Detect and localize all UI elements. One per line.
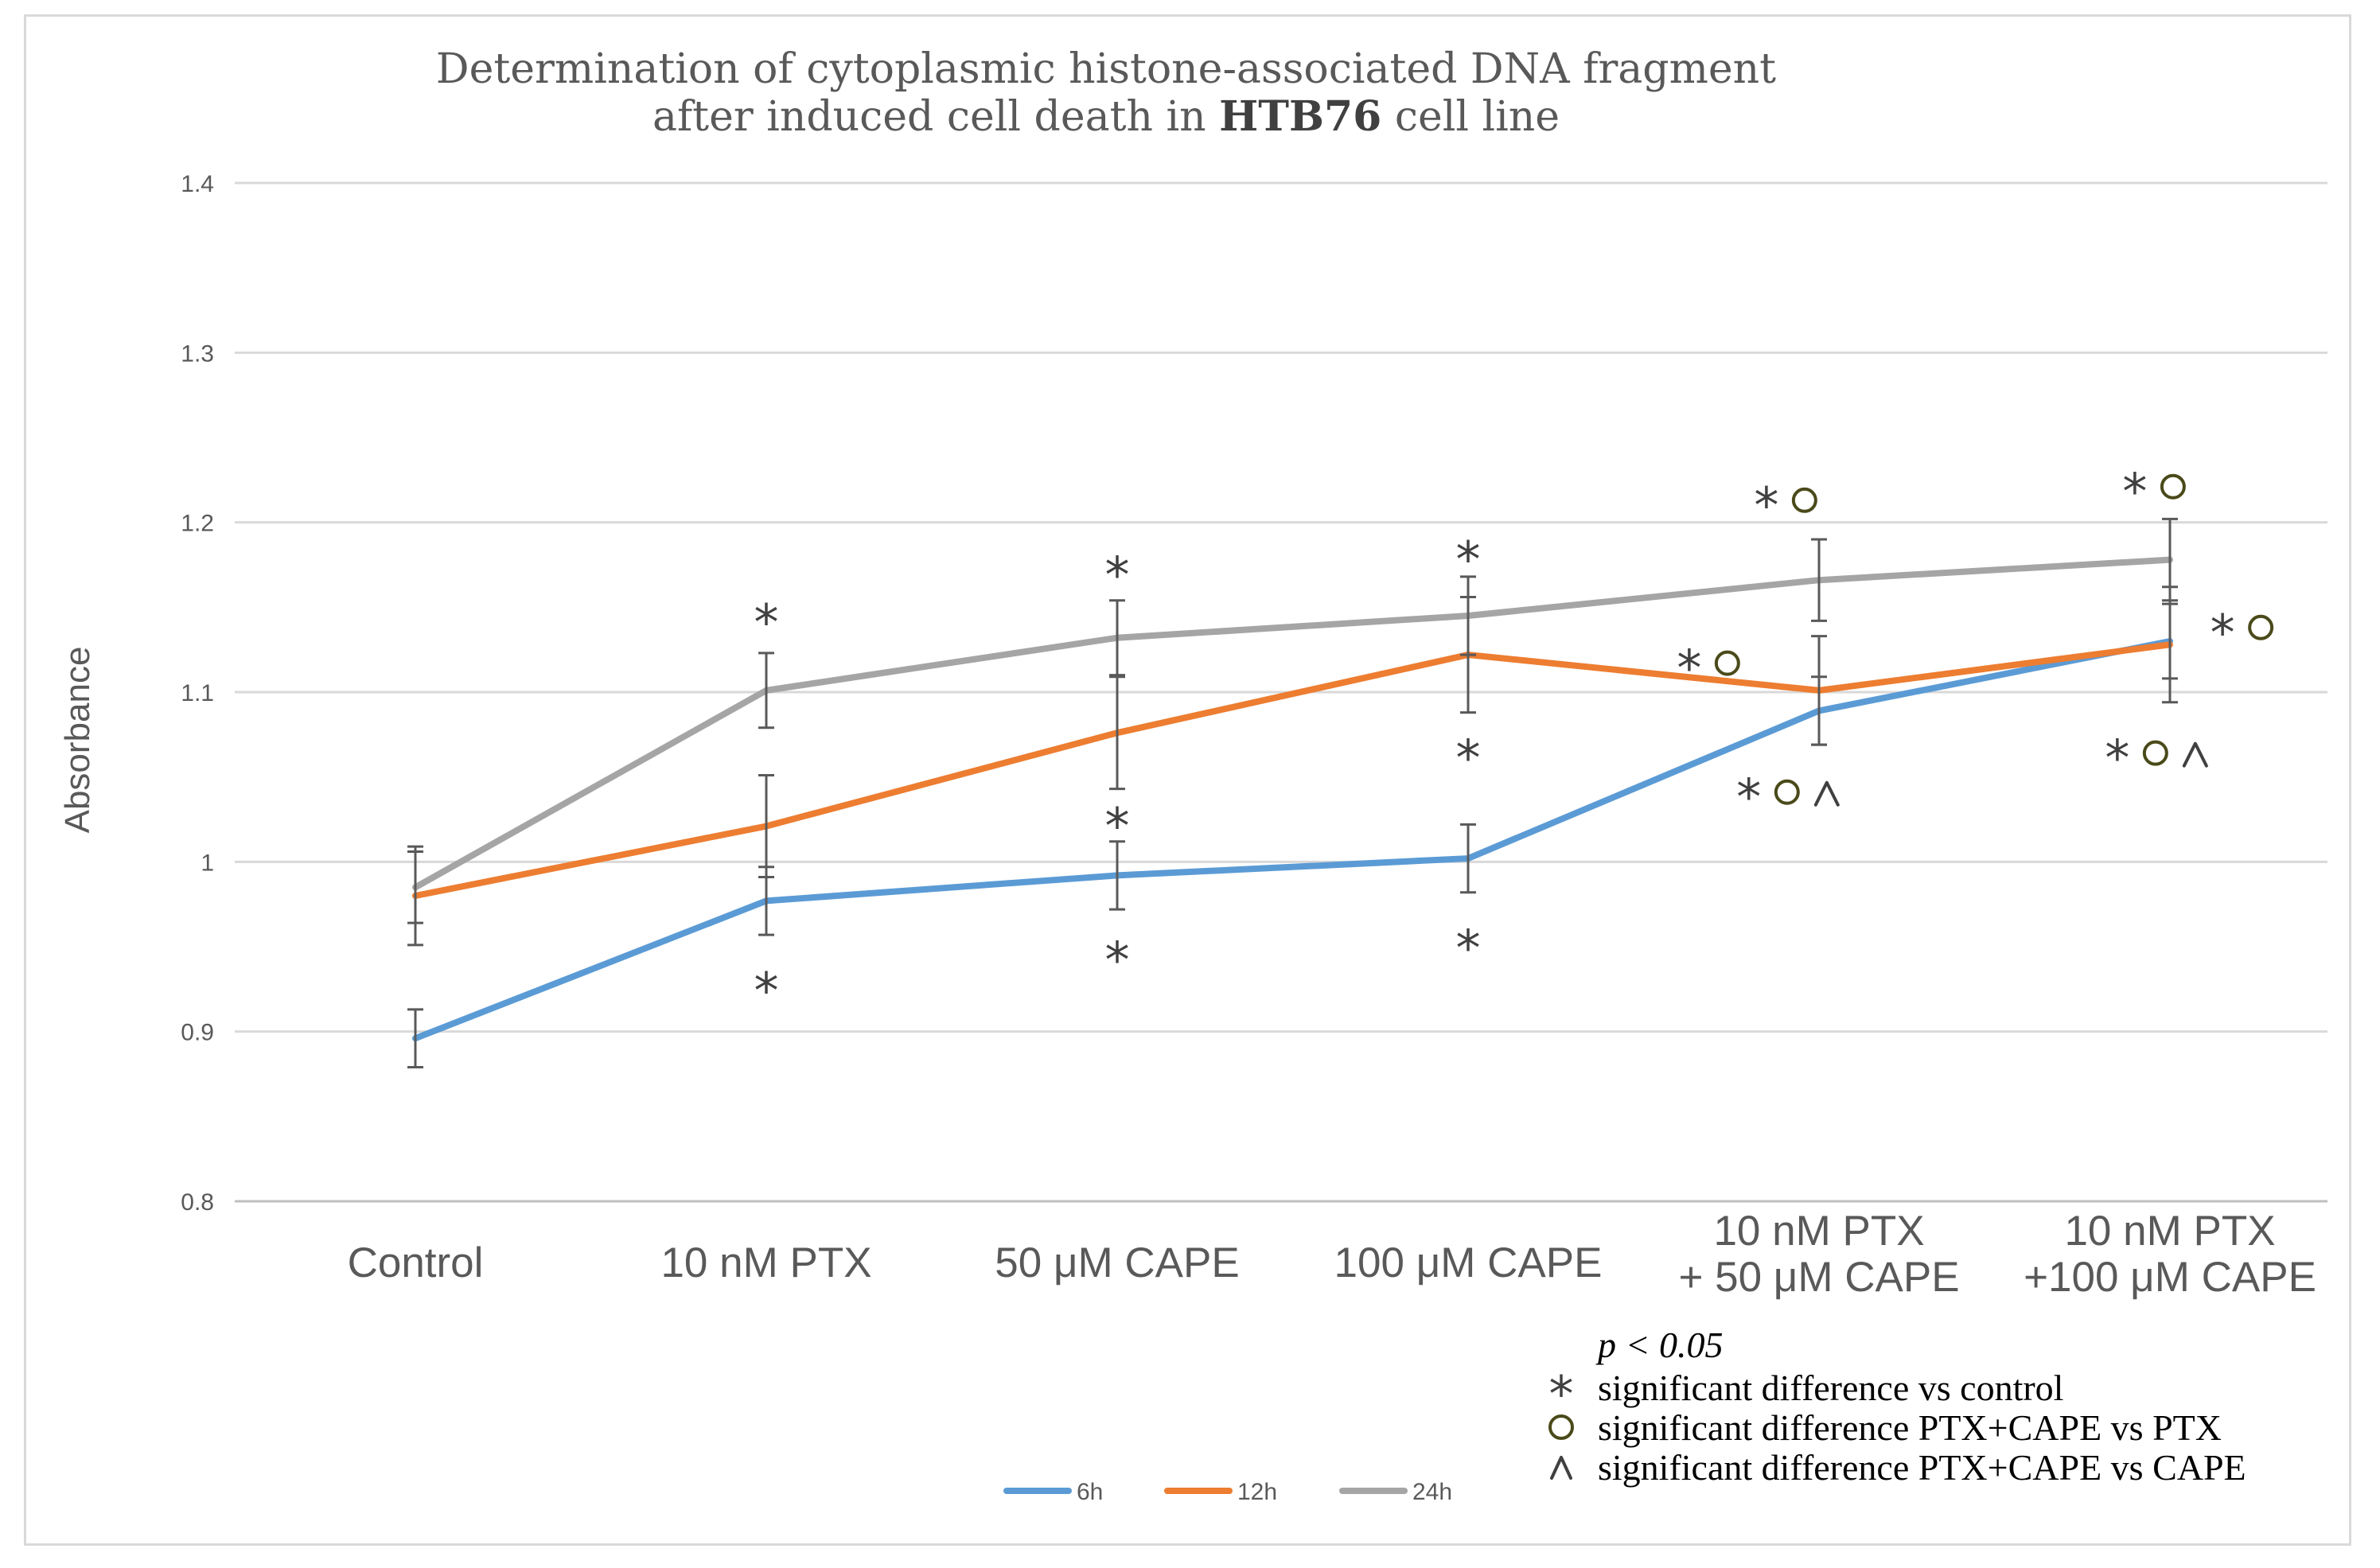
- significance-mark: *: [1456, 920, 1481, 978]
- y-axis-ticks: 0.8 0.9 1 1.1 1.2 1.3 1.4: [181, 171, 214, 1216]
- series-line-12h: [412, 641, 2173, 899]
- x-category-label: +100 μM CAPE: [2024, 1254, 2316, 1301]
- sig-star: *: [1105, 797, 1130, 855]
- sig-circle-icon: [1774, 779, 1800, 805]
- sig-star: *: [2211, 604, 2235, 662]
- sig-circle-icon: [2142, 740, 2168, 766]
- y-tick-label: 0.8: [181, 1189, 214, 1216]
- x-category-label: 10 nM PTX: [2064, 1208, 2275, 1255]
- sig-star: *: [1456, 920, 1481, 978]
- x-category-label: Control: [348, 1239, 484, 1286]
- significance-mark: *: [1105, 546, 1130, 604]
- significance-mark: *: [1754, 477, 1817, 535]
- series-line-6h: [412, 638, 2173, 1042]
- chart-title-line2: after induced cell death in HTB76 cell l…: [652, 92, 1560, 141]
- y-tick-label: 1.3: [181, 340, 214, 367]
- note-text: significant difference vs control: [1598, 1368, 2063, 1408]
- significance-notes: p < 0.05 * significant difference vs contr…: [1548, 1325, 2246, 1488]
- x-category-label: 100 μM CAPE: [1334, 1239, 1603, 1286]
- error-bars: [407, 517, 2178, 1068]
- note-star-icon: *: [1549, 1365, 1574, 1423]
- significance-mark: *: [1456, 531, 1481, 589]
- sig-caret-icon: [2182, 741, 2208, 768]
- y-tick-label: 1.4: [181, 171, 214, 197]
- significance-mark: *: [754, 962, 779, 1020]
- significance-mark: *: [2122, 463, 2186, 521]
- sig-star: *: [1677, 640, 1701, 698]
- sig-star: *: [754, 593, 779, 652]
- x-axis-categories: Control 10 nM PTX 50 μM CAPE 100 μM CAPE 10 …: [348, 1208, 2316, 1301]
- legend: 6h 12h 24h: [1003, 1479, 1452, 1505]
- y-tick-label: 1.2: [181, 511, 214, 537]
- legend-label-6h: 6h: [1077, 1479, 1103, 1505]
- note-text: significant difference PTX+CAPE vs PTX: [1598, 1407, 2222, 1448]
- chart-title-line2-pre: after induced cell death in: [652, 93, 1219, 141]
- x-category-label: 50 μM CAPE: [995, 1239, 1239, 1286]
- sig-star: *: [1456, 730, 1481, 788]
- sig-star: *: [1754, 477, 1778, 535]
- note-caret-icon: [1550, 1456, 1572, 1480]
- chart-title-cell-line: HTB76: [1219, 92, 1381, 141]
- sig-star: *: [1456, 531, 1481, 589]
- x-category-label: + 50 μM CAPE: [1678, 1254, 1959, 1301]
- legend-label-12h: 12h: [1237, 1479, 1277, 1505]
- sig-star: *: [1736, 768, 1761, 827]
- sig-star: *: [2105, 730, 2129, 788]
- x-category-label: 10 nM PTX: [660, 1239, 871, 1286]
- sig-circle-icon: [1791, 487, 1817, 513]
- significance-mark: *: [1456, 730, 1481, 788]
- sig-star: *: [2122, 463, 2147, 521]
- y-tick-label: 0.9: [181, 1020, 214, 1046]
- x-category-label: 10 nM PTX: [1713, 1208, 1924, 1255]
- chart-frame: [24, 14, 2351, 1546]
- y-axis-title: Absorbance: [58, 647, 97, 834]
- sig-circle-icon: [2248, 614, 2274, 640]
- y-tick-label: 1: [201, 850, 214, 876]
- sig-star: *: [1105, 932, 1130, 990]
- significance-marks: * * * * * * * * * * * * * *: [754, 463, 2274, 1020]
- sig-star: *: [1105, 546, 1130, 604]
- series-line-24h: [412, 556, 2173, 891]
- note-circle-icon: [1548, 1414, 1574, 1440]
- chart-title-line1: Determination of cytoplasmic histone-ass…: [436, 45, 1776, 93]
- chart-title: Determination of cytoplasmic histone-ass…: [436, 45, 1776, 141]
- significance-mark: *: [1105, 932, 1130, 990]
- significance-mark: *: [1736, 768, 1840, 827]
- significance-mark: *: [2211, 604, 2274, 662]
- sig-circle-icon: [2160, 473, 2186, 500]
- p-value-note: p < 0.05: [1595, 1325, 1724, 1365]
- note-text: significant difference PTX+CAPE vs CAPE: [1598, 1447, 2246, 1488]
- significance-mark: *: [2105, 730, 2208, 788]
- significance-mark: *: [1105, 797, 1130, 855]
- significance-mark: *: [754, 593, 779, 652]
- y-tick-label: 1.1: [181, 680, 214, 706]
- chart-title-line2-post: cell line: [1381, 93, 1560, 141]
- sig-caret-icon: [1813, 780, 1840, 807]
- sig-star: *: [754, 962, 779, 1020]
- significance-mark: *: [1677, 640, 1740, 698]
- series-lines: [412, 556, 2173, 1042]
- legend-label-24h: 24h: [1412, 1479, 1452, 1505]
- gridlines: [235, 181, 2327, 1203]
- sig-circle-icon: [1714, 650, 1740, 676]
